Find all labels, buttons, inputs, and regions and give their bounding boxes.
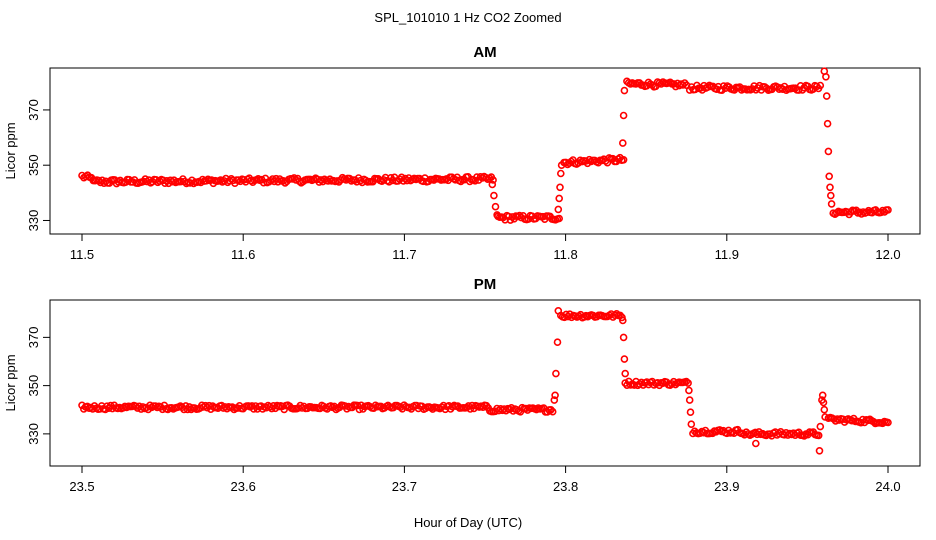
chart-panel-am: AM 11.5 11.6 11.7 11.8 11.9 12.0 330 350 370 Licor… bbox=[3, 44, 921, 262]
data-point bbox=[822, 73, 830, 81]
data-point bbox=[618, 139, 627, 147]
x-tick-label: 23.5 bbox=[69, 479, 94, 494]
data-point bbox=[618, 313, 626, 322]
data-point bbox=[814, 431, 823, 440]
data-point bbox=[621, 369, 630, 378]
x-tick-label: 12.0 bbox=[875, 247, 900, 262]
data-point bbox=[815, 446, 824, 455]
data-point bbox=[552, 369, 560, 378]
data-point bbox=[488, 180, 497, 189]
data-point bbox=[826, 183, 834, 192]
data-point bbox=[819, 398, 828, 407]
data-point bbox=[471, 177, 479, 185]
y-tick-label: 370 bbox=[26, 327, 41, 349]
data-point bbox=[686, 408, 695, 417]
data-point bbox=[557, 161, 566, 169]
x-axis-label: Hour of Day (UTC) bbox=[414, 515, 522, 530]
y-axis-label: Licor ppm bbox=[3, 122, 18, 179]
y-tick-label: 330 bbox=[26, 210, 41, 232]
data-point bbox=[818, 391, 827, 400]
data-point bbox=[827, 200, 836, 208]
data-point bbox=[548, 407, 557, 416]
data-point bbox=[884, 206, 892, 214]
data-point bbox=[826, 191, 835, 200]
data-point bbox=[554, 205, 563, 214]
data-point bbox=[800, 432, 809, 440]
data-point bbox=[556, 183, 564, 192]
x-tick-label: 23.8 bbox=[553, 479, 578, 494]
data-point bbox=[684, 379, 692, 387]
data-point bbox=[258, 405, 267, 413]
data-point bbox=[648, 81, 657, 89]
data-point bbox=[489, 176, 497, 184]
data-point bbox=[620, 86, 629, 95]
data-point bbox=[555, 194, 564, 203]
x-tick-label: 11.5 bbox=[70, 247, 94, 262]
plot-frame bbox=[49, 67, 921, 235]
y-tick-label: 350 bbox=[26, 375, 41, 397]
panel-title: PM bbox=[474, 276, 497, 293]
figure-title: SPL_101010 1 Hz CO2 Zoomed bbox=[374, 10, 561, 25]
data-point bbox=[687, 420, 696, 429]
y-axis-label: Licor ppm bbox=[3, 354, 18, 411]
data-point bbox=[619, 156, 628, 164]
x-tick-label: 11.7 bbox=[392, 247, 416, 262]
data-point bbox=[666, 78, 675, 87]
data-point bbox=[685, 386, 693, 395]
data-point bbox=[385, 178, 393, 186]
data-point bbox=[551, 391, 559, 400]
plot-frame bbox=[49, 299, 921, 467]
data-point bbox=[620, 355, 629, 363]
data-point bbox=[823, 119, 832, 128]
data-points bbox=[78, 306, 892, 455]
data-point bbox=[547, 405, 555, 414]
y-tick-label: 350 bbox=[26, 154, 41, 176]
data-point bbox=[751, 439, 760, 448]
chart-panel-pm: PM 23.5 23.6 23.7 23.8 23.9 24.0 330 350 370 Licor… bbox=[3, 276, 921, 494]
data-point bbox=[816, 422, 825, 431]
data-point bbox=[490, 191, 498, 200]
x-tick-label: 11.9 bbox=[715, 247, 739, 262]
data-point bbox=[682, 377, 691, 386]
data-point bbox=[618, 316, 627, 325]
x-tick-label: 11.6 bbox=[231, 247, 255, 262]
data-point bbox=[550, 396, 559, 404]
data-point bbox=[612, 309, 621, 318]
x-tick-label: 24.0 bbox=[875, 479, 900, 494]
data-point bbox=[553, 338, 562, 347]
y-tick-label: 330 bbox=[26, 423, 41, 445]
data-point bbox=[816, 81, 825, 90]
data-point bbox=[824, 147, 833, 156]
data-point bbox=[555, 214, 564, 223]
data-point bbox=[491, 202, 500, 211]
data-point bbox=[822, 92, 831, 100]
x-tick-label: 23.7 bbox=[392, 479, 417, 494]
data-point bbox=[493, 211, 501, 219]
data-points bbox=[78, 67, 892, 224]
panel-title: AM bbox=[473, 44, 496, 61]
data-point bbox=[353, 401, 362, 410]
data-point bbox=[619, 333, 628, 342]
x-tick-label: 23.9 bbox=[714, 479, 739, 494]
y-tick-label: 370 bbox=[26, 99, 41, 121]
data-point bbox=[685, 396, 694, 404]
data-point bbox=[820, 405, 829, 414]
data-point bbox=[884, 418, 892, 427]
x-tick-label: 11.8 bbox=[553, 247, 577, 262]
data-point bbox=[619, 111, 628, 120]
data-point bbox=[554, 306, 563, 315]
data-point bbox=[825, 172, 834, 181]
x-tick-label: 23.6 bbox=[231, 479, 256, 494]
data-point bbox=[556, 169, 565, 178]
data-point bbox=[821, 413, 829, 421]
